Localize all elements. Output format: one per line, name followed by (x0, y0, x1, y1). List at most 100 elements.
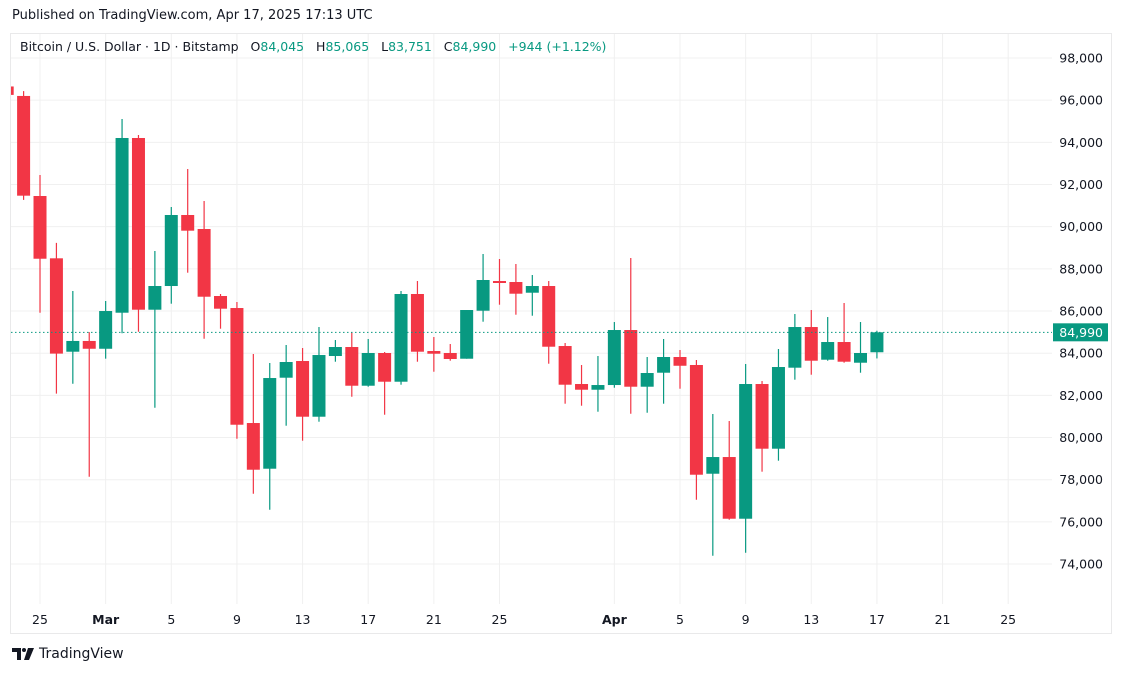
price-axis[interactable]: 98,000 96,000 94,000 92,000 90,000 88,000 86,0… (1059, 51, 1103, 572)
candle[interactable] (49, 242, 63, 394)
y-tick-label: 84,000 (1059, 346, 1103, 361)
candle[interactable] (66, 290, 80, 384)
candle[interactable] (181, 169, 195, 273)
candle[interactable] (361, 338, 375, 387)
candle[interactable] (263, 363, 277, 510)
candle[interactable] (821, 317, 835, 361)
candle[interactable] (706, 414, 720, 556)
candle[interactable] (739, 364, 753, 553)
candle-body (624, 330, 638, 387)
candle[interactable] (542, 281, 556, 364)
candle[interactable] (197, 200, 211, 339)
candle[interactable] (525, 275, 539, 316)
candle[interactable] (640, 357, 654, 413)
y-tick-label: 92,000 (1059, 177, 1103, 192)
candle-body (328, 347, 342, 357)
tradingview-brand[interactable]: TradingView (12, 646, 124, 662)
candle[interactable] (296, 348, 310, 441)
candle[interactable] (689, 360, 703, 500)
candle[interactable] (378, 352, 392, 415)
candle-body (558, 346, 572, 385)
candle-body (821, 342, 835, 360)
candle-body (575, 384, 589, 390)
candle[interactable] (722, 421, 736, 520)
candle[interactable] (115, 118, 129, 334)
candle[interactable] (345, 332, 359, 397)
candle[interactable] (164, 207, 178, 304)
candle[interactable] (558, 343, 572, 404)
candle[interactable] (771, 349, 785, 461)
candle[interactable] (82, 332, 96, 477)
candle[interactable] (854, 322, 868, 373)
y-tick-label: 76,000 (1059, 514, 1103, 529)
candle[interactable] (492, 259, 506, 305)
x-tick-label: Apr (602, 612, 628, 627)
grid (11, 34, 1052, 604)
candle[interactable] (131, 135, 145, 332)
candle[interactable] (509, 264, 523, 315)
candle-body (542, 286, 556, 347)
candle[interactable] (328, 340, 342, 362)
candle[interactable] (410, 281, 424, 362)
candle-body (11, 86, 14, 95)
last-price-line: 84,990 (11, 323, 1108, 342)
candle[interactable] (591, 356, 605, 412)
candle[interactable] (476, 254, 490, 322)
candle-body (788, 327, 802, 368)
candle[interactable] (312, 327, 326, 422)
candle-body (181, 214, 195, 231)
candle[interactable] (1, 85, 14, 98)
candle[interactable] (246, 354, 260, 494)
candle[interactable] (755, 381, 769, 472)
candle[interactable] (33, 175, 47, 313)
candle[interactable] (657, 338, 671, 404)
candle[interactable] (394, 291, 408, 385)
candle[interactable] (673, 350, 687, 389)
candle[interactable] (837, 303, 851, 363)
candle-body (689, 364, 703, 475)
candle-body (476, 280, 490, 311)
candle[interactable] (17, 91, 31, 200)
candle-body (115, 137, 129, 313)
candle[interactable] (443, 344, 457, 361)
candle-body (312, 355, 326, 417)
candle-body (673, 357, 687, 366)
candle-body (361, 353, 375, 386)
candle-body (657, 357, 671, 373)
time-axis[interactable]: 25 Mar 5 9 13 17 21 25 Apr 5 9 13 17 21 25 (32, 612, 1016, 627)
candle[interactable] (214, 294, 228, 329)
candle[interactable] (279, 345, 293, 426)
brand-name: TradingView (39, 646, 124, 662)
candle[interactable] (607, 322, 621, 388)
candle-body (17, 95, 31, 196)
candle-body (427, 351, 441, 354)
last-price-label: 84,990 (1059, 325, 1103, 340)
candle[interactable] (624, 258, 638, 414)
chart-frame (10, 33, 1112, 634)
low-value: 83,751 (388, 39, 432, 54)
candle[interactable] (575, 365, 589, 406)
y-tick-label: 86,000 (1059, 304, 1103, 319)
candle[interactable] (230, 302, 244, 439)
y-tick-label: 78,000 (1059, 472, 1103, 487)
y-tick-label: 82,000 (1059, 388, 1103, 403)
candle[interactable] (804, 310, 818, 375)
candle-body (82, 340, 96, 349)
candle-body (263, 378, 277, 469)
candle-body (214, 296, 228, 309)
candle-body (443, 353, 457, 360)
candle-body (197, 228, 211, 297)
candle[interactable] (870, 330, 884, 359)
candle[interactable] (460, 310, 474, 359)
x-tick-label: 9 (233, 612, 241, 627)
candle-body (854, 353, 868, 363)
x-tick-label: 17 (869, 612, 885, 627)
open-label: O (250, 39, 261, 54)
candle[interactable] (99, 301, 113, 359)
candle-body (509, 282, 523, 294)
candle[interactable] (788, 314, 802, 380)
candle[interactable] (148, 251, 162, 408)
candle[interactable] (427, 337, 441, 372)
candle-body (394, 294, 408, 382)
